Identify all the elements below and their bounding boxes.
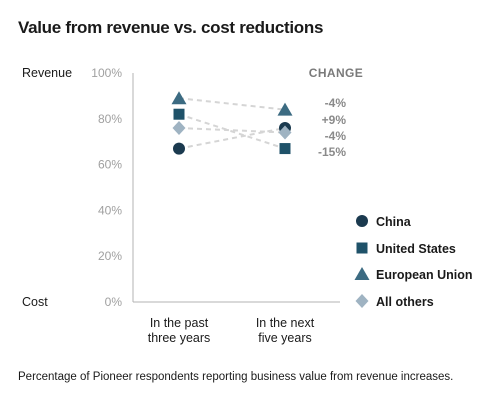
legend-label: United States [376, 242, 456, 256]
x-tick-label: five years [258, 331, 312, 345]
y-tick-label: 60% [98, 158, 122, 172]
footnote: Percentage of Pioneer respondents report… [18, 371, 454, 383]
marker-layer [171, 91, 293, 155]
y-label-revenue: Revenue [22, 66, 72, 80]
legend-label: European Union [376, 268, 473, 282]
connector-line [178, 113, 286, 150]
x-tick-label: In the past [150, 316, 209, 330]
x-tick-label: In the next [256, 316, 315, 330]
change-header: CHANGE [309, 66, 363, 80]
y-label-cost: Cost [22, 295, 48, 309]
change-label: -4% [325, 96, 347, 110]
chart-title: Value from revenue vs. cost reductions [18, 18, 324, 37]
legend-marker [356, 242, 368, 254]
connector-layer [178, 97, 286, 150]
legend-marker [355, 294, 369, 308]
change-label: -15% [318, 145, 346, 159]
y-tick-label: 0% [105, 295, 123, 309]
change-label: -4% [325, 129, 347, 143]
data-point [171, 91, 187, 105]
legend-marker [356, 215, 368, 227]
axis-layer: 0% 20% 40% 60% 80% 100% Revenue Cost In the past… [22, 66, 340, 345]
data-point [173, 108, 185, 120]
y-tick-label: 100% [91, 66, 122, 80]
data-point [173, 142, 185, 155]
data-point [279, 143, 291, 155]
chart: 0% 20% 40% 60% 80% 100% Revenue Cost In the past… [22, 66, 473, 345]
change-labels: CHANGE -4% +9% -4% -15% [309, 66, 363, 159]
data-point [172, 120, 186, 135]
legend: China United States European Union All othe… [354, 215, 473, 309]
y-tick-label: 80% [98, 112, 122, 126]
change-label: +9% [322, 113, 347, 127]
legend-label: All others [376, 295, 434, 309]
legend-label: China [376, 215, 412, 229]
data-point [277, 102, 293, 116]
data-point [278, 125, 292, 140]
y-tick-label: 20% [98, 249, 122, 263]
legend-marker [354, 267, 370, 280]
x-tick-label: three years [148, 331, 211, 345]
connector-line [178, 97, 286, 111]
y-tick-label: 40% [98, 203, 122, 217]
